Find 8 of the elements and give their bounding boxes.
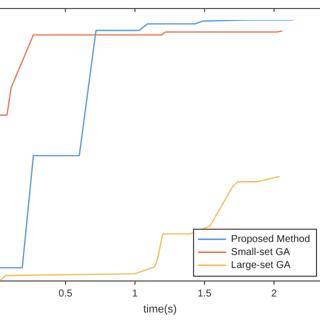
legend-label: Large-set GA bbox=[231, 260, 291, 272]
x-tick-label: 1 bbox=[132, 288, 138, 300]
x-tick-label: 2 bbox=[271, 288, 278, 300]
x-tick-label: 0.5 bbox=[58, 288, 73, 300]
x-axis-title: time(s) bbox=[143, 303, 177, 316]
legend-label: Small-set GA bbox=[231, 247, 290, 258]
x-tick-label: 1.5 bbox=[198, 288, 212, 300]
legend-label: Proposed Method bbox=[231, 234, 310, 246]
